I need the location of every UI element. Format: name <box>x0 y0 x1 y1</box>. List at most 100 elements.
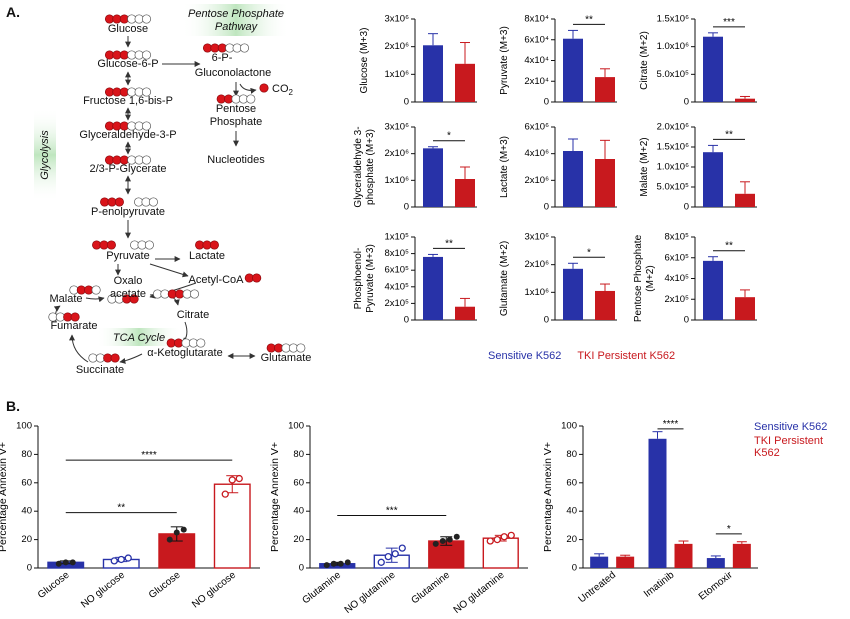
data-point <box>228 476 236 484</box>
y-tick-label: 3x10⁶ <box>384 14 409 25</box>
y-tick-label: 40 <box>21 506 32 517</box>
y-tick-label: 80 <box>293 449 304 460</box>
y-tick-label: 4x10⁴ <box>524 55 549 66</box>
label-gl_2: Gluconolactone <box>195 67 271 79</box>
label-oxalo_1: Oxalo <box>114 275 143 287</box>
data-point <box>337 560 344 567</box>
carbons-glutamate <box>266 343 306 353</box>
label-malate: Malate <box>49 293 82 305</box>
bar-persistent <box>595 77 615 102</box>
chart-5: 0 5.0x10⁵ 1.0x10⁶ 1.5x10⁶ 2.0x10⁶ Malate (M+2… <box>639 122 757 213</box>
carbon-atom <box>252 273 262 283</box>
y-axis-label: Lactate (M+3) <box>499 136 510 198</box>
y-tick-label: 1x10⁶ <box>384 69 409 80</box>
y-axis-label: Pyruvate (M+3) <box>499 26 510 95</box>
y-axis-label: Pentose Phosphate(M+2) <box>633 234 656 322</box>
label-nucleotides: Nucleotides <box>207 154 265 166</box>
bar-persistent <box>616 556 635 568</box>
bar-sensitive <box>648 438 667 568</box>
bar-sensitive <box>703 152 723 207</box>
y-tick-label: 4x10⁵ <box>384 281 409 292</box>
y-tick-label: 2x10⁶ <box>384 148 409 159</box>
significance-label: *** <box>723 17 735 28</box>
chart-9: 0 20 40 60 80 100 Percentage Annexin V+ Glucose… <box>0 421 260 611</box>
x-tick-label: Glutamine <box>409 569 452 606</box>
carbons-pep-unlabeled <box>134 197 158 207</box>
label-tca_label: TCA Cycle <box>113 332 165 344</box>
y-tick-label: 2x10⁴ <box>524 76 549 87</box>
carbon-atom <box>148 197 158 207</box>
chart-6: 0 2x10⁵ 4x10⁵ 6x10⁵ 8x10⁵ 1x10⁵ Phosphoenol-Py… <box>353 232 477 326</box>
y-tick-label: 1x10⁵ <box>384 232 409 243</box>
carbons-acetylcoa <box>244 273 262 283</box>
y-tick-label: 4x10⁵ <box>664 273 689 284</box>
carbons-oxaloacetate <box>107 294 139 304</box>
label-gl_1: 6-P- <box>212 52 233 64</box>
y-axis-label: Glucose (M+3) <box>359 28 370 94</box>
arrow-akg-succinate <box>119 353 143 364</box>
y-tick-label: 60 <box>566 477 577 488</box>
y-tick-label: 0 <box>684 202 689 213</box>
carbons-citrate <box>152 289 200 299</box>
label-g6p: Glucose-6-P <box>97 58 158 70</box>
data-point <box>507 531 515 539</box>
data-point <box>384 552 392 561</box>
y-tick-label: 40 <box>566 506 577 517</box>
chart-4: 0 2x10⁶ 4x10⁶ 6x10⁶ Lactate (M+3) <box>499 122 617 213</box>
x-tick-label: Glutamine <box>300 569 343 606</box>
data-point <box>377 558 385 566</box>
carbons-pyruvate-unlabeled <box>130 240 154 250</box>
glycolysis-highlight <box>34 108 56 202</box>
carbon-atom <box>106 240 116 250</box>
y-axis-label: Percentage Annexin V+ <box>269 442 281 552</box>
bar-sensitive <box>563 268 583 320</box>
carbons-pyruvate-labeled <box>92 240 116 250</box>
y-tick-label: 100 <box>16 421 32 432</box>
x-tick-label: Imatinib <box>642 569 677 599</box>
carbons-malate <box>69 285 101 295</box>
y-axis-label-line: Phosphoenol- <box>353 248 364 310</box>
data-point <box>398 544 406 552</box>
data-point <box>330 560 337 567</box>
y-axis-label-line: Pyruvate (M+3) <box>365 244 376 313</box>
y-axis-label: Percentage Annexin V+ <box>542 442 554 552</box>
data-point <box>221 490 229 498</box>
x-tick-label: NO glutamine <box>343 569 398 616</box>
label-co2-base: CO <box>272 83 289 95</box>
bar-sensitive <box>563 151 583 207</box>
significance-label: **** <box>663 419 679 430</box>
carbons-fumarate <box>48 312 80 322</box>
label-pyruvate: Pyruvate <box>106 250 149 262</box>
carbon-atom <box>70 312 80 322</box>
label-g3p: Glyceraldehyde-3-P <box>79 129 176 141</box>
y-tick-label: 0 <box>572 563 577 574</box>
y-axis-label: Malate (M+2) <box>639 137 650 196</box>
data-point <box>344 559 351 566</box>
bar-sensitive <box>563 38 583 102</box>
y-tick-label: 80 <box>566 449 577 460</box>
bar-sensitive <box>423 45 443 102</box>
label-oxalo_2: acetate <box>110 288 146 300</box>
carbon-atom <box>141 87 152 97</box>
y-axis-label: Glutamate (M+2) <box>499 241 510 316</box>
legend-b-persistent: TKI Persistent K562 <box>754 435 824 459</box>
y-axis-label-line: Pyruvate (M+3) <box>499 26 510 95</box>
data-point <box>391 550 399 558</box>
y-tick-label: 0 <box>404 315 409 326</box>
y-tick-label: 6x10⁴ <box>524 34 549 45</box>
arrow-co2-release <box>239 83 257 94</box>
tca-highlight <box>96 328 182 346</box>
chart-11: 0 20 40 60 80 100 Percentage Annexin V+ Untreat… <box>542 419 758 605</box>
y-tick-label: 6x10⁵ <box>664 252 689 263</box>
y-tick-label: 2x10⁵ <box>664 294 689 305</box>
data-point <box>493 535 501 544</box>
data-point <box>446 536 453 543</box>
legend-sensitive: Sensitive K562 <box>488 350 562 362</box>
significance-label: **** <box>141 450 157 461</box>
label-f16bp: Fructose 1,6-bis-P <box>83 95 173 107</box>
bar-sensitive <box>590 556 609 568</box>
y-tick-label: 20 <box>566 534 577 545</box>
carbon-atom <box>144 240 154 250</box>
y-tick-label: 2x10⁶ <box>524 259 549 270</box>
y-tick-label: 1.5x10⁶ <box>657 14 690 25</box>
